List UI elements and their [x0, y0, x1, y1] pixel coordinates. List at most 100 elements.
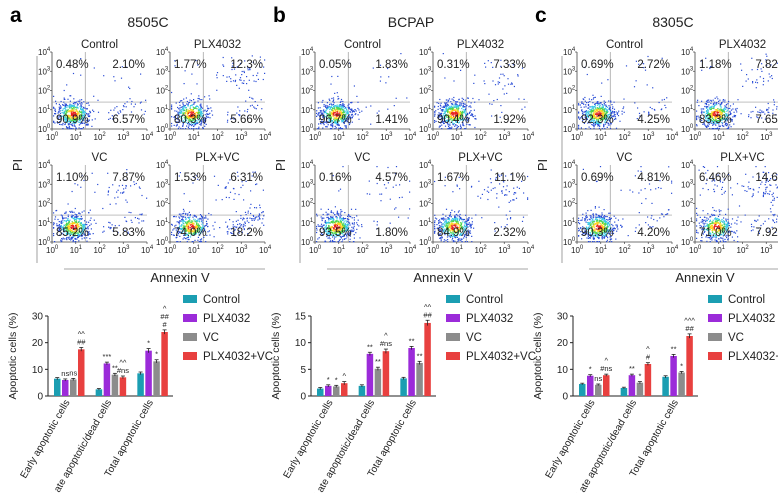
- event-dot: [197, 218, 199, 220]
- event-dot: [613, 101, 615, 103]
- event-dot: [617, 115, 620, 117]
- event-dot: [332, 115, 334, 118]
- event-dot: [171, 107, 173, 109]
- event-dot: [335, 127, 337, 129]
- event-dot: [186, 115, 188, 117]
- event-dot: [201, 229, 203, 231]
- event-dot: [257, 215, 260, 217]
- event-dot: [74, 102, 77, 104]
- event-dot: [76, 105, 78, 107]
- event-dot: [66, 222, 68, 224]
- event-dot: [75, 113, 77, 115]
- event-dot: [190, 114, 192, 116]
- event-dot: [257, 78, 259, 80]
- event-dot: [201, 216, 204, 218]
- event-dot: [75, 106, 77, 108]
- event-dot: [58, 230, 60, 232]
- event-dot: [195, 216, 197, 218]
- event-dot: [191, 110, 193, 112]
- event-dot: [443, 105, 445, 107]
- event-dot: [588, 98, 590, 100]
- event-dot: [409, 208, 411, 210]
- event-dot: [321, 101, 323, 103]
- event-dot: [68, 105, 71, 107]
- event-dot: [71, 224, 73, 226]
- event-dot: [326, 107, 328, 109]
- event-dot: [200, 218, 202, 220]
- event-dot: [125, 185, 127, 187]
- event-dot: [199, 119, 202, 121]
- event-dot: [188, 110, 190, 112]
- y-axis-label: PI: [273, 159, 288, 171]
- event-dot: [467, 219, 469, 221]
- event-dot: [385, 187, 387, 189]
- event-dot: [78, 117, 80, 119]
- event-dot: [255, 80, 257, 83]
- event-dot: [583, 106, 585, 108]
- event-dot: [343, 223, 345, 225]
- event-dot: [74, 221, 76, 223]
- event-dot: [66, 111, 68, 113]
- event-dot: [509, 210, 511, 212]
- event-dot: [465, 105, 467, 107]
- event-dot: [74, 231, 76, 233]
- event-dot: [83, 111, 85, 113]
- y-tick-label: 103: [38, 66, 51, 76]
- event-dot: [211, 110, 213, 112]
- event-dot: [469, 223, 471, 225]
- event-dot: [87, 228, 89, 230]
- event-dot: [76, 109, 78, 111]
- event-dot: [63, 231, 65, 233]
- event-dot: [200, 113, 202, 115]
- event-dot: [180, 112, 182, 114]
- event-dot: [316, 115, 318, 117]
- event-dot: [335, 122, 337, 124]
- event-dot: [487, 186, 489, 188]
- event-dot: [131, 100, 133, 103]
- event-dot: [334, 117, 336, 120]
- event-dot: [622, 107, 624, 110]
- event-dot: [216, 72, 219, 74]
- event-dot: [67, 216, 69, 218]
- event-dot: [603, 100, 605, 102]
- event-dot: [179, 231, 181, 233]
- event-dot: [122, 192, 124, 194]
- plot-title: VC: [92, 152, 108, 164]
- event-dot: [590, 111, 592, 113]
- event-dot: [443, 241, 445, 243]
- event-dot: [248, 221, 250, 224]
- event-dot: [75, 222, 77, 224]
- event-dot: [452, 99, 454, 101]
- event-dot: [187, 213, 189, 215]
- x-tick-label: 104: [666, 132, 679, 142]
- event-dot: [70, 237, 72, 239]
- quadrant-pct-ul: 0.16%: [319, 172, 352, 184]
- tick-exponent: 1: [460, 132, 464, 138]
- event-dot: [200, 114, 202, 116]
- event-dot: [197, 226, 199, 228]
- event-dot: [71, 118, 73, 120]
- quadrant-pct-ur: 11.1%: [494, 172, 526, 184]
- event-dot: [201, 99, 203, 101]
- event-dot: [185, 116, 187, 118]
- event-dot: [323, 115, 325, 117]
- event-dot: [233, 118, 235, 120]
- event-dot: [177, 231, 179, 233]
- event-dot: [71, 113, 73, 115]
- event-dot: [226, 121, 229, 123]
- event-dot: [85, 228, 88, 230]
- event-dot: [352, 230, 355, 232]
- event-dot: [583, 111, 585, 113]
- event-dot: [330, 125, 332, 127]
- event-dot: [336, 113, 338, 115]
- event-dot: [219, 227, 221, 229]
- event-dot: [469, 124, 471, 126]
- event-dot: [178, 113, 180, 115]
- event-dot: [173, 116, 176, 118]
- event-dot: [509, 218, 512, 220]
- event-dot: [70, 222, 72, 224]
- event-dot: [489, 178, 492, 180]
- event-dot: [316, 213, 318, 215]
- tick-exponent: 4: [310, 47, 314, 53]
- event-dot: [447, 128, 449, 130]
